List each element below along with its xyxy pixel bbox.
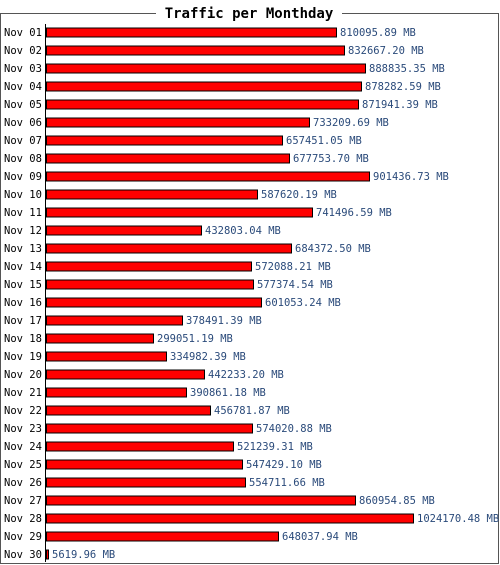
category-label: Nov 04 xyxy=(4,81,42,93)
category-label: Nov 09 xyxy=(4,171,42,183)
category-label: Nov 15 xyxy=(4,279,42,291)
value-label: 677753.70 MB xyxy=(293,153,369,165)
category-label: Nov 21 xyxy=(4,387,42,399)
category-label: Nov 25 xyxy=(4,459,42,471)
category-label: Nov 30 xyxy=(4,549,42,561)
traffic-bar xyxy=(46,549,49,560)
value-label: 442233.20 MB xyxy=(208,369,284,381)
category-label: Nov 02 xyxy=(4,45,42,57)
value-label: 878282.59 MB xyxy=(365,81,441,93)
value-label: 390861.18 MB xyxy=(190,387,266,399)
traffic-bar xyxy=(46,459,243,470)
category-label: Nov 08 xyxy=(4,153,42,165)
traffic-bar xyxy=(46,513,414,524)
traffic-bar xyxy=(46,441,234,452)
category-label: Nov 17 xyxy=(4,315,42,327)
traffic-bar xyxy=(46,81,362,92)
traffic-bar xyxy=(46,225,202,236)
traffic-bar xyxy=(46,243,292,254)
traffic-bar xyxy=(46,117,310,128)
category-label: Nov 03 xyxy=(4,63,42,75)
value-label: 832667.20 MB xyxy=(348,45,424,57)
value-label: 299051.19 MB xyxy=(157,333,233,345)
traffic-bar xyxy=(46,333,154,344)
traffic-bar xyxy=(46,387,187,398)
traffic-bar xyxy=(46,207,313,218)
traffic-bar xyxy=(46,153,290,164)
category-label: Nov 13 xyxy=(4,243,42,255)
traffic-bar xyxy=(46,405,211,416)
traffic-bar xyxy=(46,477,246,488)
traffic-bar xyxy=(46,189,258,200)
category-label: Nov 05 xyxy=(4,99,42,111)
traffic-bar xyxy=(46,351,167,362)
traffic-bar xyxy=(46,27,337,38)
value-label: 810095.89 MB xyxy=(340,27,416,39)
category-label: Nov 24 xyxy=(4,441,42,453)
value-label: 577374.54 MB xyxy=(257,279,333,291)
value-label: 574020.88 MB xyxy=(256,423,332,435)
value-label: 521239.31 MB xyxy=(237,441,313,453)
category-label: Nov 07 xyxy=(4,135,42,147)
category-label: Nov 10 xyxy=(4,189,42,201)
category-label: Nov 16 xyxy=(4,297,42,309)
traffic-bar xyxy=(46,261,252,272)
traffic-bar xyxy=(46,423,253,434)
category-label: Nov 26 xyxy=(4,477,42,489)
value-label: 432803.04 MB xyxy=(205,225,281,237)
category-label: Nov 01 xyxy=(4,27,42,39)
value-label: 657451.05 MB xyxy=(286,135,362,147)
chart-title: Traffic per Monthday xyxy=(165,6,334,22)
value-label: 901436.73 MB xyxy=(373,171,449,183)
category-label: Nov 22 xyxy=(4,405,42,417)
value-label: 456781.87 MB xyxy=(214,405,290,417)
category-label: Nov 06 xyxy=(4,117,42,129)
bar-group: Nov 01 810095.89 MB Nov 02 832667.20 MB Nov … xyxy=(4,27,499,561)
traffic-bar xyxy=(46,369,205,380)
traffic-bar xyxy=(46,45,345,56)
traffic-bar xyxy=(46,495,356,506)
value-label: 860954.85 MB xyxy=(359,495,435,507)
value-label: 684372.50 MB xyxy=(295,243,371,255)
value-label: 888835.35 MB xyxy=(369,63,445,75)
value-label: 741496.59 MB xyxy=(316,207,392,219)
title-background xyxy=(156,4,342,22)
traffic-bar xyxy=(46,315,183,326)
value-label: 547429.10 MB xyxy=(246,459,322,471)
traffic-bar xyxy=(46,279,254,290)
category-label: Nov 11 xyxy=(4,207,42,219)
value-label: 587620.19 MB xyxy=(261,189,337,201)
category-label: Nov 20 xyxy=(4,369,42,381)
value-label: 871941.39 MB xyxy=(362,99,438,111)
category-label: Nov 23 xyxy=(4,423,42,435)
value-label: 554711.66 MB xyxy=(249,477,325,489)
category-label: Nov 27 xyxy=(4,495,42,507)
value-label: 5619.96 MB xyxy=(52,549,115,561)
traffic-bar xyxy=(46,531,279,542)
value-label: 601053.24 MB xyxy=(265,297,341,309)
traffic-bar xyxy=(46,99,359,110)
category-label: Nov 19 xyxy=(4,351,42,363)
value-label: 648037.94 MB xyxy=(282,531,358,543)
category-label: Nov 12 xyxy=(4,225,42,237)
value-label: 334982.39 MB xyxy=(170,351,246,363)
value-label: 572088.21 MB xyxy=(255,261,331,273)
category-label: Nov 29 xyxy=(4,531,42,543)
traffic-bar xyxy=(46,297,262,308)
value-label: 1024170.48 MB xyxy=(417,513,499,525)
category-label: Nov 14 xyxy=(4,261,42,273)
value-label: 378491.39 MB xyxy=(186,315,262,327)
value-label: 733209.69 MB xyxy=(313,117,389,129)
category-label: Nov 18 xyxy=(4,333,42,345)
category-label: Nov 28 xyxy=(4,513,42,525)
traffic-bar xyxy=(46,171,370,182)
traffic-bar xyxy=(46,135,283,146)
traffic-bar xyxy=(46,63,366,74)
